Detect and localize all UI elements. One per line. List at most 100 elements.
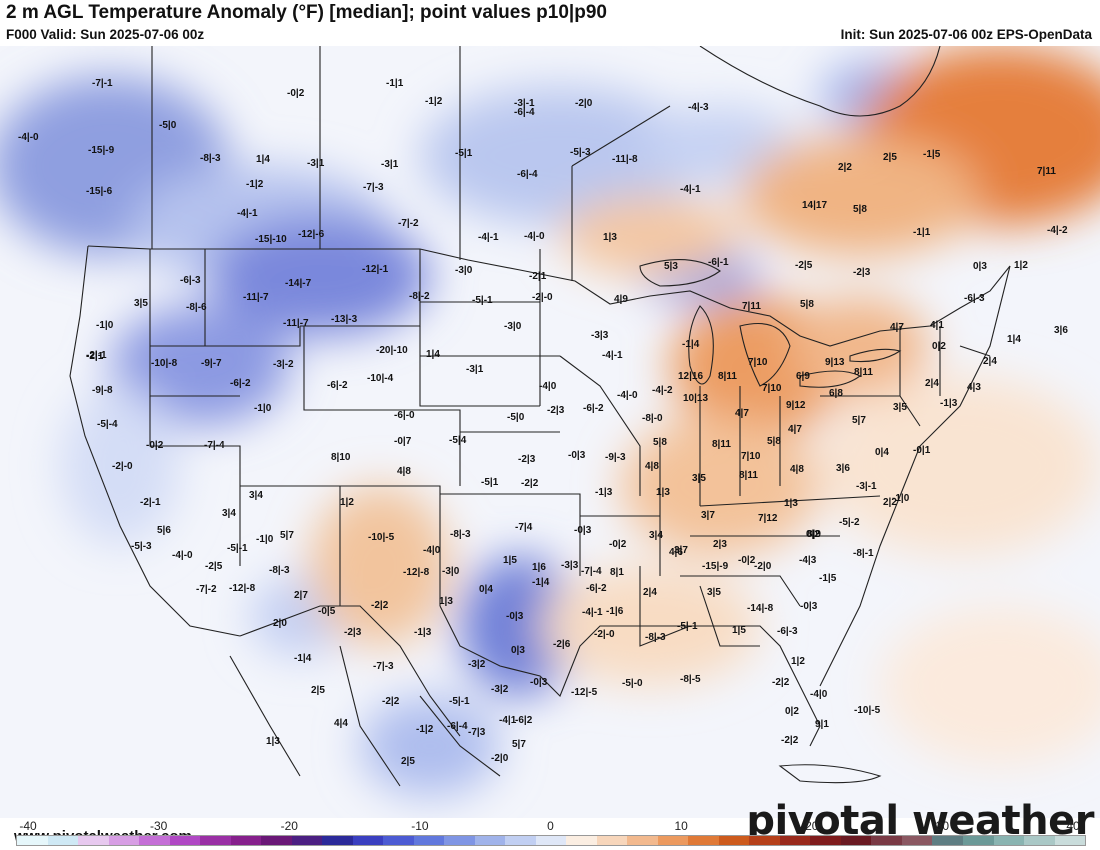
point-value: 3|5 (707, 587, 721, 598)
point-value: -7|-1 (92, 78, 113, 89)
point-value: -11|-8 (612, 154, 638, 165)
point-value: -4|-0 (617, 390, 638, 401)
point-value: 3|7 (674, 545, 688, 556)
point-value: -4|-1 (237, 208, 258, 219)
point-value: -9|-8 (92, 385, 113, 396)
point-value: -6|-2 (327, 380, 348, 391)
point-value: 1|4 (1007, 334, 1021, 345)
colorbar-swatch (779, 836, 811, 845)
point-value: -14|-7 (285, 278, 312, 289)
point-value: -5|-4 (97, 419, 118, 430)
colorbar-swatch (688, 836, 719, 845)
point-value: -0|3 (506, 611, 524, 622)
point-value: 2|5 (401, 756, 415, 767)
point-value: 1|6 (532, 562, 546, 573)
point-value: 14|17 (802, 200, 828, 211)
point-value: -8|-1 (853, 548, 874, 559)
point-value: -12|-1 (362, 264, 389, 275)
point-value: 7|11 (1037, 166, 1056, 177)
colorbar-swatch (322, 836, 353, 845)
colorbar-tick-label: -20 (280, 819, 298, 833)
point-value: -4|-3 (688, 102, 709, 113)
point-value: 1|2 (340, 497, 354, 508)
point-value: 6|8 (829, 388, 843, 399)
point-value: -8|-2 (409, 291, 430, 302)
point-value: 3|6 (836, 463, 850, 474)
point-value: -5|-1 (449, 696, 470, 707)
point-value: -1|0 (256, 534, 274, 545)
point-value: 5|8 (767, 436, 781, 447)
colorbar-swatch (383, 836, 414, 845)
point-value: -8|-3 (269, 565, 290, 576)
valid-time: F000 Valid: Sun 2025-07-06 00z (6, 27, 205, 42)
point-value: 8|11 (718, 371, 737, 382)
point-value: 8|10 (331, 452, 351, 463)
colorbar-swatch (871, 836, 902, 845)
point-value: 3|4 (649, 530, 663, 541)
point-value: -4|0 (423, 545, 441, 556)
point-value: -2|2 (772, 677, 790, 688)
point-value: -5|1 (455, 148, 473, 159)
point-value: -3|-1 (514, 98, 535, 109)
point-value: -3|1 (381, 159, 399, 170)
point-value: -1|0 (96, 320, 114, 331)
map-area[interactable]: -7|-1 -0|2 -1|1 -1|2 -3|-1 -4|-0 -5|0 -6|-4 -2|0… (0, 46, 1100, 818)
colorbar-swatch (444, 836, 475, 845)
colorbar-swatch (718, 836, 750, 845)
point-value: -1|2 (425, 96, 443, 107)
point-value: 9|12 (786, 400, 806, 411)
colorbar-swatch (47, 836, 79, 845)
point-value: -5|-0 (622, 678, 643, 689)
point-value: 0|2 (806, 529, 820, 540)
point-value: -15|-9 (88, 145, 115, 156)
point-value: 8|11 (854, 367, 873, 378)
point-value: 3|5 (134, 298, 148, 309)
colorbar-swatch (993, 836, 1025, 845)
point-value: -1|5 (923, 149, 941, 160)
point-value: 5|6 (157, 525, 171, 536)
point-value: -5|4 (449, 435, 467, 446)
point-value: -11|-7 (283, 318, 309, 329)
point-value: -2|3 (518, 454, 536, 465)
colorbar-swatch (810, 836, 841, 845)
point-value: 0|2 (785, 706, 799, 717)
colorbar-swatch (108, 836, 140, 845)
point-value: 2|0 (273, 618, 287, 629)
point-value: -5|0 (507, 412, 525, 423)
point-value: 2|2 (883, 497, 897, 508)
point-value: 0|2 (932, 341, 946, 352)
point-value: 2|4 (925, 378, 939, 389)
point-value: -7|-4 (204, 440, 225, 451)
point-value: -4|-1 (478, 232, 499, 243)
point-value: -2|-0 (532, 292, 553, 303)
map-title: 2 m AGL Temperature Anomaly (°F) [median… (6, 2, 607, 23)
point-value: -1|0 (892, 493, 910, 504)
point-value: -1|1 (913, 227, 931, 238)
point-value: 4|1 (930, 320, 944, 331)
point-value: -2|2 (382, 696, 400, 707)
point-value: -2|0 (575, 98, 593, 109)
colorbar-swatch (962, 836, 994, 845)
point-value: -7|-2 (398, 218, 419, 229)
point-value: -5|-1 (677, 621, 698, 632)
point-value: 3|5 (692, 473, 706, 484)
point-value: -2|2 (371, 600, 389, 611)
point-value: -7|-3 (363, 182, 384, 193)
colorbar-swatch (78, 836, 109, 845)
point-value: 1|4 (256, 154, 270, 165)
point-value: 5|8 (653, 437, 667, 448)
point-value: -3|1 (307, 158, 325, 169)
point-value: -8|-3 (450, 529, 471, 540)
point-value: -2|0 (754, 561, 772, 572)
point-value: 4|7 (890, 322, 904, 333)
colorbar-tick-label: -30 (149, 819, 168, 833)
point-value: 4|7 (735, 408, 749, 419)
point-value: -9|-3 (605, 452, 626, 463)
colorbar-swatch (200, 836, 231, 845)
point-value: 4|8 (397, 466, 411, 477)
point-value: 2|4 (983, 356, 997, 367)
map-background (0, 46, 1100, 818)
point-value: -1|2 (246, 179, 264, 190)
point-value: 7|12 (758, 513, 778, 524)
point-value: 7|11 (742, 301, 761, 312)
